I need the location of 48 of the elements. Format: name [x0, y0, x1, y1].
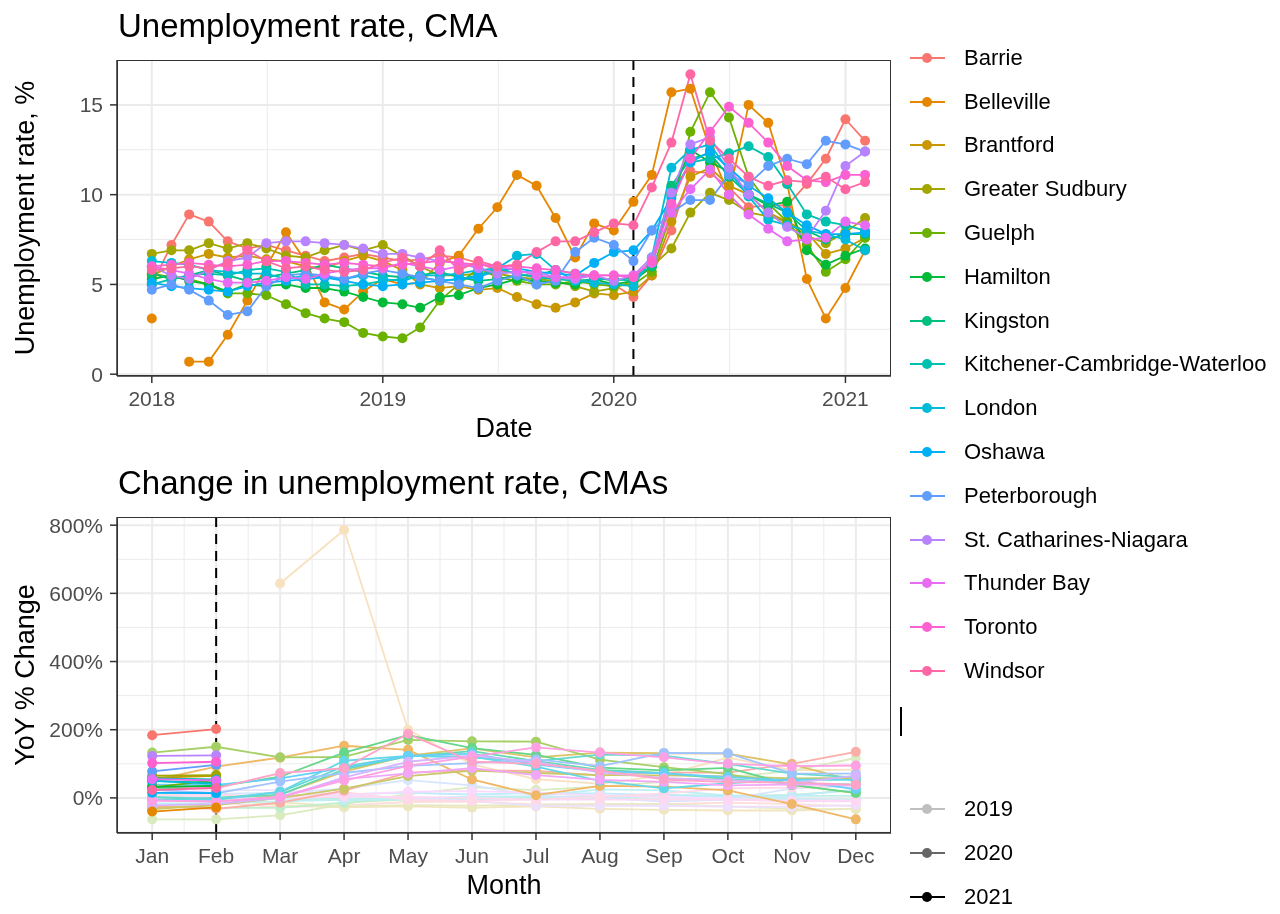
y-axis-title: YoY % Change [9, 584, 41, 766]
y-tick-label: 10 [79, 183, 103, 207]
legend-label: Kingston [964, 307, 1050, 334]
y-tick-label: 200% [49, 718, 103, 742]
x-tick-label: Apr [327, 843, 361, 867]
legend-label: Peterborough [964, 482, 1098, 509]
legend-label: Brantford [964, 132, 1055, 159]
x-tick-label: 2019 [359, 386, 407, 410]
y-tick-label: 600% [49, 581, 103, 605]
legend-label: Oshawa [964, 439, 1045, 466]
legend-label: Toronto [964, 614, 1038, 641]
x-tick-label: Oct [711, 843, 745, 867]
x-tick-label: 2021 [822, 386, 869, 410]
legend-label: Guelph [964, 220, 1035, 247]
x-tick-label: 2018 [128, 386, 176, 410]
x-tick-label: Aug [581, 843, 619, 867]
text: 2019 [964, 796, 1013, 823]
x-tick-label: Nov [773, 843, 812, 867]
x-axis-title: Date [475, 412, 533, 444]
legend-label: Hamilton [964, 263, 1051, 290]
chart-title: Change in unemployment rate, CMAs [118, 463, 669, 503]
x-axis-title: Month [466, 869, 542, 901]
x-tick-label: Jan [135, 843, 170, 867]
y-tick-label: 15 [79, 93, 103, 117]
text: 2021 [964, 884, 1013, 911]
legend-label: Windsor [964, 658, 1045, 685]
chart-title: Unemployment rate, CMA [118, 6, 498, 46]
x-tick-label: 2020 [590, 386, 638, 410]
x-tick-label: Jul [522, 843, 550, 867]
y-axis-title: Unemployment rate, % [9, 80, 41, 356]
x-tick-label: Feb [198, 843, 235, 867]
legend-label: Thunder Bay [964, 570, 1090, 597]
y-tick-label: 0 [91, 362, 103, 386]
y-tick-label: 400% [49, 649, 103, 673]
legend-label: Barrie [964, 44, 1023, 71]
x-tick-label: Sep [645, 843, 683, 867]
legend-label: London [964, 395, 1038, 422]
x-tick-label: Mar [262, 843, 299, 867]
legend-label: St. Catharines-Niagara [964, 526, 1188, 553]
legend-label: Kitchener-Cambridge-Waterloo [964, 351, 1267, 378]
legend-label: Greater Sudbury [964, 176, 1127, 203]
x-tick-label: May [388, 843, 429, 867]
x-tick-label: Jun [455, 843, 489, 867]
y-tick-label: 0% [72, 786, 103, 810]
legend-label: Belleville [964, 88, 1051, 115]
y-tick-label: 800% [49, 513, 103, 537]
x-tick-label: Dec [837, 843, 875, 867]
y-tick-label: 5 [91, 272, 103, 296]
